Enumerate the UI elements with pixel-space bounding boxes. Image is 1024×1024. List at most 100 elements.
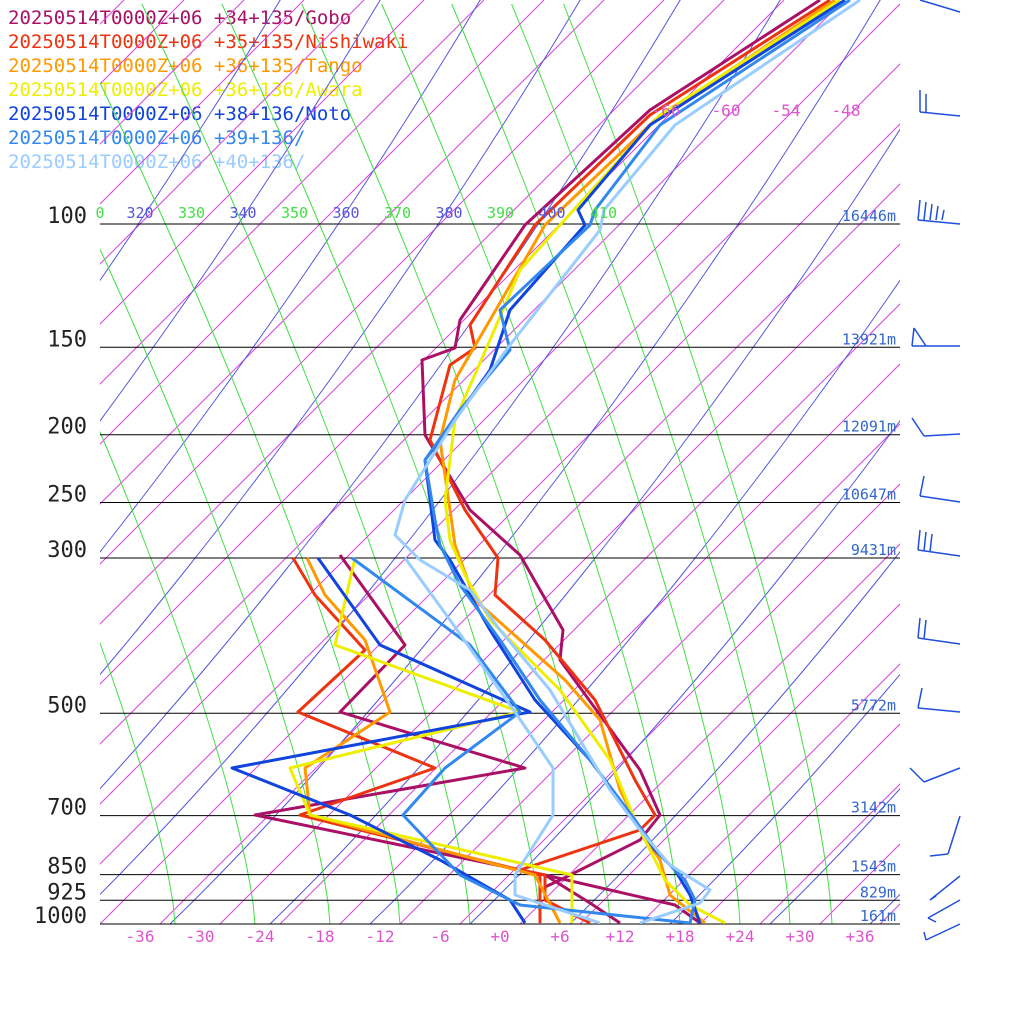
- isotherm-line: [0, 0, 4, 924]
- legend-entry-awara: 20250514T0000Z+06 +36+136/Awara: [8, 79, 363, 101]
- isotherm-line: [339, 363, 900, 924]
- isotherm-line: [940, 0, 1024, 924]
- wind-barb-shaft: [919, 0, 961, 13]
- height-label: 10647m: [842, 486, 896, 504]
- isotherm-line: [219, 243, 900, 924]
- isobar-lines: [100, 223, 900, 925]
- temperature-tick-label: +6: [550, 927, 569, 946]
- isotherm-top-label: -60: [712, 101, 741, 120]
- temperature-tick-label: +0: [490, 927, 509, 946]
- wind-barb-feather: [913, 327, 927, 347]
- profile-dew-line: [351, 556, 691, 924]
- pressure-label: 925: [47, 880, 87, 905]
- height-label: 5772m: [851, 696, 896, 714]
- isotherm-line: [100, 63, 900, 865]
- wind-barb-feather: [919, 475, 925, 497]
- wind-barb-feather: [923, 201, 927, 221]
- height-label: 161m: [860, 907, 896, 925]
- theta-label: 320: [126, 204, 153, 222]
- isotherm-line: [879, 903, 900, 924]
- wind-barb-feather: [917, 617, 921, 639]
- wind-barb-feather: [917, 529, 921, 551]
- legend-entry-39-136: 20250514T0000Z+06 +39+136/: [8, 127, 306, 149]
- wind-barb-shaft: [923, 433, 961, 437]
- pressure-label: 200: [47, 415, 87, 440]
- pressure-label: 100: [47, 204, 87, 229]
- temperature-tick-label: +24: [726, 927, 755, 946]
- axis-labels: 100 16446m 150 13921m 200 12091m 250 10647m 300 9…: [34, 101, 896, 946]
- pressure-label: 1000: [34, 904, 87, 929]
- profile-temp-line: [443, 0, 841, 924]
- dry-adiabat-line: [669, 673, 900, 924]
- dry-adiabat-line: [100, 0, 581, 676]
- theta-label: 330: [178, 204, 205, 222]
- height-label: 829m: [860, 883, 896, 901]
- dry-adiabat-line: [100, 0, 281, 282]
- isotherm-line: [100, 0, 785, 685]
- sounding-profiles: [230, 0, 861, 924]
- wind-barb-feather: [929, 203, 933, 221]
- wind-barb-shaft: [917, 549, 961, 557]
- profile-dew-line: [291, 557, 542, 923]
- moist-adiabat-line: [100, 248, 331, 924]
- isotherm-line: [100, 0, 845, 745]
- dry-adiabat-line: [569, 551, 900, 924]
- wind-barbs: [909, 0, 961, 941]
- wind-barb-shaft: [947, 815, 961, 855]
- theta-label: 370: [384, 204, 411, 222]
- isotherm-line: [100, 0, 245, 145]
- pressure-label: 500: [47, 693, 87, 718]
- wind-barb-shaft: [917, 219, 961, 225]
- profile-dew-line: [403, 557, 601, 924]
- wind-barb-feather: [917, 199, 921, 221]
- dry-adiabat-line: [100, 0, 681, 790]
- isotherm-line: [159, 183, 900, 924]
- height-label: 3142m: [851, 799, 896, 817]
- height-label: 9431m: [851, 541, 896, 559]
- theta-label: 0: [95, 204, 104, 222]
- dry-adiabat-line: [100, 0, 381, 422]
- isotherm-line: [579, 603, 900, 924]
- temperature-tick-label: +18: [666, 927, 695, 946]
- isotherm-line: [100, 0, 605, 505]
- isotherm-line: [100, 0, 665, 565]
- pressure-label: 300: [47, 538, 87, 563]
- moist-adiabat-line: [100, 430, 256, 924]
- pressure-label: 850: [47, 855, 87, 880]
- moist-adiabat-line: [100, 641, 176, 924]
- theta-label: 380: [435, 204, 462, 222]
- temperature-tick-label: +12: [606, 927, 635, 946]
- moist-adiabat-line: [100, 81, 401, 924]
- wind-barb-feather: [911, 327, 915, 347]
- temperature-tick-label: +36: [846, 927, 875, 946]
- wind-barb-feather: [941, 209, 945, 221]
- profile-dew-line: [253, 554, 701, 924]
- dry-adiabat-line: [369, 279, 900, 924]
- isotherm-lines: [0, 0, 1024, 924]
- wind-barb-shaft: [917, 707, 961, 713]
- wind-barb-feather: [923, 531, 927, 552]
- moist-adiabat-line: [100, 918, 101, 924]
- moist-adiabat-line: [451, 3, 741, 924]
- legend-entry-tango: 20250514T0000Z+06 +36+135/Tango: [8, 55, 363, 77]
- isotherm-line: [1000, 0, 1024, 924]
- wind-barb-feather: [935, 205, 939, 221]
- isotherm-top-label: -54: [772, 101, 801, 120]
- legend-entry-noto: 20250514T0000Z+06 +38+136/Noto: [8, 103, 352, 125]
- pressure-label: 700: [47, 796, 87, 821]
- wind-barb-feather: [927, 917, 937, 923]
- moist-adiabat-line: [511, 3, 791, 924]
- legend-entry-nishiwaki: 20250514T0000Z+06 +35+135/Nishiwaki: [8, 31, 409, 53]
- temperature-tick-label: -24: [246, 927, 275, 946]
- isotherm-line: [759, 783, 900, 924]
- wind-barb-feather: [923, 931, 927, 941]
- wind-barb-feather: [911, 417, 925, 437]
- wind-barb-shaft: [923, 767, 961, 783]
- isotherm-line: [100, 0, 725, 625]
- wind-barb-feather: [909, 767, 925, 783]
- temperature-tick-label: -18: [306, 927, 335, 946]
- wind-barb-feather: [929, 853, 949, 857]
- height-label: 13921m: [842, 330, 896, 348]
- pressure-label: 250: [47, 483, 87, 508]
- isotherm-line: [100, 0, 185, 85]
